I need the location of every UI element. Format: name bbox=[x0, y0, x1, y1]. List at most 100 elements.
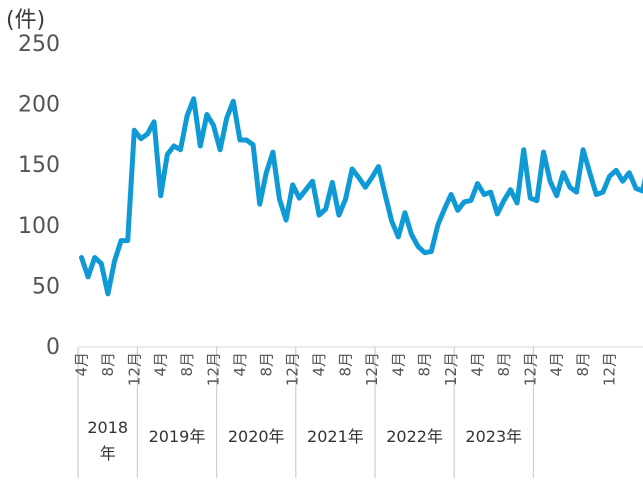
data-point bbox=[80, 256, 82, 258]
month-tick-label: 8月 bbox=[574, 352, 592, 377]
data-point bbox=[377, 165, 379, 167]
data-point bbox=[100, 262, 102, 264]
data-point bbox=[338, 214, 340, 216]
data-point bbox=[635, 187, 637, 189]
data-point bbox=[87, 276, 89, 278]
month-tick-label: 12月 bbox=[125, 352, 143, 386]
data-point bbox=[318, 214, 320, 216]
data-point bbox=[226, 117, 228, 119]
data-point bbox=[331, 181, 333, 183]
data-point bbox=[483, 193, 485, 195]
data-point bbox=[542, 151, 544, 153]
data-point bbox=[384, 193, 386, 195]
data-point bbox=[278, 198, 280, 200]
data-point bbox=[595, 193, 597, 195]
data-point bbox=[219, 149, 221, 151]
data-point bbox=[516, 202, 518, 204]
data-point bbox=[140, 138, 142, 140]
data-point bbox=[536, 199, 538, 201]
month-tick-label: 12月 bbox=[601, 352, 619, 386]
data-point bbox=[166, 153, 168, 155]
month-tick-label: 4月 bbox=[152, 352, 170, 377]
data-point bbox=[344, 198, 346, 200]
data-point bbox=[245, 139, 247, 141]
data-point bbox=[325, 208, 327, 210]
month-tick-label: 4月 bbox=[310, 352, 328, 377]
data-point bbox=[265, 172, 267, 174]
data-point bbox=[549, 180, 551, 182]
month-tick-label: 12月 bbox=[521, 352, 539, 386]
month-tick-label: 4月 bbox=[548, 352, 566, 377]
data-point bbox=[450, 193, 452, 195]
data-point bbox=[292, 184, 294, 186]
data-point bbox=[575, 191, 577, 193]
data-point bbox=[582, 149, 584, 151]
data-point bbox=[463, 201, 465, 203]
data-point bbox=[529, 197, 531, 199]
data-point bbox=[186, 115, 188, 117]
data-point bbox=[113, 260, 115, 262]
data-point bbox=[305, 189, 307, 191]
data-point bbox=[298, 197, 300, 199]
data-point bbox=[589, 172, 591, 174]
data-point bbox=[476, 182, 478, 184]
month-tick-label: 4月 bbox=[73, 352, 91, 377]
series-line bbox=[82, 99, 643, 294]
data-point bbox=[397, 236, 399, 238]
y-tick-label: 100 bbox=[18, 214, 60, 239]
month-tick-label: 4月 bbox=[469, 352, 487, 377]
month-tick-label: 4月 bbox=[389, 352, 407, 377]
data-point bbox=[371, 176, 373, 178]
data-point bbox=[311, 180, 313, 182]
data-point bbox=[404, 212, 406, 214]
data-point bbox=[120, 239, 122, 241]
month-tick-label: 8月 bbox=[495, 352, 513, 377]
data-point bbox=[351, 168, 353, 170]
data-point bbox=[490, 191, 492, 193]
data-point bbox=[173, 145, 175, 147]
data-point bbox=[562, 172, 564, 174]
data-point bbox=[232, 100, 234, 102]
data-point bbox=[556, 195, 558, 197]
month-tick-label: 8月 bbox=[337, 352, 355, 377]
data-point bbox=[94, 256, 96, 258]
data-point bbox=[206, 113, 208, 115]
data-point bbox=[503, 199, 505, 201]
data-point bbox=[199, 145, 201, 147]
year-label: 2019年 bbox=[149, 427, 206, 446]
data-point bbox=[496, 213, 498, 215]
data-point bbox=[239, 139, 241, 141]
data-point bbox=[628, 172, 630, 174]
year-label: 2022年 bbox=[386, 427, 443, 446]
data-point bbox=[179, 149, 181, 151]
data-point bbox=[410, 233, 412, 235]
month-tick-label: 8月 bbox=[257, 352, 275, 377]
year-label: 2020年 bbox=[228, 427, 285, 446]
data-point bbox=[127, 239, 129, 241]
month-tick-label: 8月 bbox=[99, 352, 117, 377]
data-point bbox=[259, 203, 261, 205]
month-tick-label: 8月 bbox=[416, 352, 434, 377]
month-tick-label: 12月 bbox=[205, 352, 223, 386]
data-point bbox=[622, 180, 624, 182]
y-tick-label: 50 bbox=[32, 274, 60, 299]
month-tick-label: 12月 bbox=[442, 352, 460, 386]
data-point bbox=[569, 186, 571, 188]
data-point bbox=[133, 129, 135, 131]
year-label: 2023年 bbox=[465, 427, 522, 446]
data-point bbox=[193, 98, 195, 100]
data-point bbox=[457, 209, 459, 211]
data-point bbox=[358, 176, 360, 178]
data-point bbox=[509, 189, 511, 191]
data-point bbox=[153, 121, 155, 123]
y-tick-label: 250 bbox=[18, 32, 60, 57]
data-point bbox=[424, 252, 426, 254]
data-point bbox=[523, 149, 525, 151]
month-tick-label: 4月 bbox=[231, 352, 249, 377]
data-point bbox=[391, 220, 393, 222]
year-label: 2021年 bbox=[307, 427, 364, 446]
data-point bbox=[602, 191, 604, 193]
data-point bbox=[470, 199, 472, 201]
